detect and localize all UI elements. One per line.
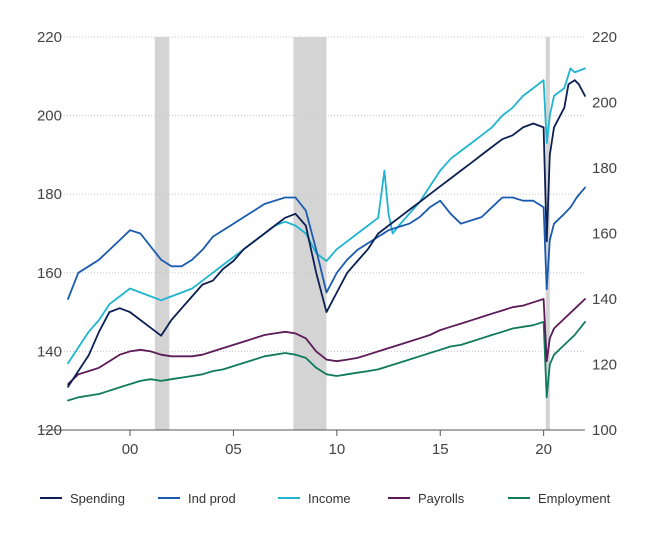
right-tick-label: 140 (592, 291, 617, 308)
legend-label: Employment (538, 490, 611, 506)
x-tick-label: 10 (328, 441, 345, 458)
left-tick-label: 160 (37, 265, 62, 282)
legend-item-income: Income (278, 486, 351, 510)
legend: Spending Ind prod Income Payrolls Employment (40, 486, 640, 510)
series-line-employment (67, 320, 586, 402)
legend-item-payrolls: Payrolls (388, 486, 464, 510)
x-tick-label: 05 (225, 441, 242, 458)
legend-swatch (158, 497, 180, 499)
recession-bar-0 (154, 37, 170, 430)
series-lines (67, 67, 586, 402)
legend-label: Spending (70, 490, 125, 506)
right-tick-label: 100 (592, 422, 617, 439)
legend-swatch (388, 497, 410, 499)
legend-item-spending: Spending (40, 486, 125, 510)
left-tick-label: 220 (37, 29, 62, 46)
right-tick-label: 200 (592, 95, 617, 112)
x-axis-ticks: 00 05 10 15 20 (122, 430, 552, 458)
legend-label: Income (308, 490, 351, 506)
right-tick-label: 180 (592, 160, 617, 177)
legend-swatch (40, 497, 62, 499)
left-tick-label: 180 (37, 186, 62, 203)
recession-bar-1 (293, 37, 327, 430)
right-tick-label: 160 (592, 226, 617, 243)
left-axis-ticks: 120 140 160 180 200 220 (37, 29, 62, 439)
right-tick-label: 220 (592, 29, 617, 46)
series-line-ind-prod (67, 186, 586, 300)
legend-swatch (278, 497, 300, 499)
legend-item-ind-prod: Ind prod (158, 486, 236, 510)
series-line-spending (67, 79, 586, 388)
x-tick-label: 15 (432, 441, 449, 458)
left-tick-label: 120 (37, 422, 62, 439)
recession-shading (154, 37, 550, 430)
left-tick-label: 200 (37, 108, 62, 125)
legend-label: Ind prod (188, 490, 236, 506)
x-tick-label: 20 (535, 441, 552, 458)
right-axis-ticks: 100 120 140 160 180 200 220 (592, 29, 617, 439)
legend-item-employment: Employment (508, 486, 610, 510)
x-tick-label: 00 (122, 441, 139, 458)
series-line-payrolls (67, 298, 586, 386)
left-tick-label: 140 (37, 343, 62, 360)
series-line-income (67, 67, 586, 365)
legend-swatch (508, 497, 530, 499)
right-tick-label: 120 (592, 357, 617, 374)
legend-label: Payrolls (418, 490, 465, 506)
